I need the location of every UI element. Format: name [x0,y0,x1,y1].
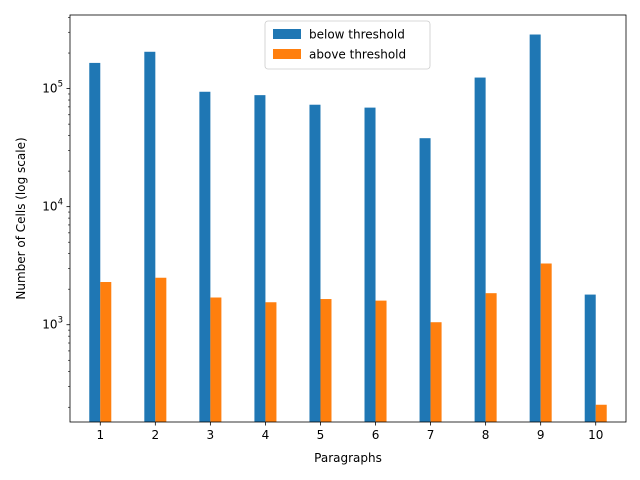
x-tick-label: 1 [96,428,104,442]
bar-above-2 [155,277,167,422]
bar-below-5 [309,104,321,422]
plot-frame [69,14,627,423]
y-axis-label: Number of Cells (log scale) [14,137,28,299]
x-tick-label: 5 [317,428,325,442]
legend-label: above threshold [309,48,406,62]
bar-above-8 [485,293,497,422]
x-tick-label: 8 [482,428,490,442]
y-tick-label: 105 [42,80,63,96]
bar-above-5 [320,299,332,422]
legend-swatch [273,49,301,59]
x-tick-label: 10 [588,428,603,442]
x-tick-label: 9 [537,428,545,442]
x-tick-label: 7 [427,428,435,442]
bar-above-10 [595,404,607,422]
bar-above-3 [210,297,222,422]
x-axis: 1 2 3 4 5 6 7 8 9 10 [96,422,603,442]
y-axis: 103 104 105 [42,17,70,408]
bar-below-6 [364,107,376,423]
bars-layer [89,34,607,423]
bar-above-6 [375,300,387,422]
bar-below-8 [474,77,486,422]
y-tick-label: 104 [42,198,63,214]
legend-box [264,20,431,70]
bar-below-9 [529,34,541,423]
bar-above-7 [430,322,442,422]
bar-below-1 [89,62,101,422]
bar-above-1 [100,282,112,422]
bar-below-10 [584,294,596,422]
x-tick-label: 4 [262,428,270,442]
bar-below-7 [419,138,431,422]
x-tick-label: 2 [152,428,160,442]
legend-swatch [273,29,301,39]
bar-below-4 [254,95,266,422]
x-tick-label: 6 [372,428,380,442]
bar-above-9 [540,263,552,422]
bar-above-4 [265,302,277,422]
x-axis-label: Paragraphs [314,451,382,465]
bar-below-2 [144,51,156,422]
x-tick-label: 3 [207,428,215,442]
y-tick-label: 103 [42,316,63,332]
legend-label: below threshold [309,28,405,42]
bar-below-3 [199,91,211,422]
legend: below threshold above threshold [264,20,431,70]
